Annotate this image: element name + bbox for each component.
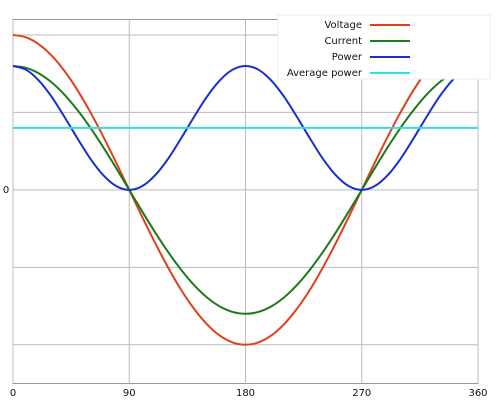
series-line <box>12 64 479 191</box>
x-tick-label: 90 <box>123 388 136 399</box>
legend-label: Voltage <box>324 20 362 31</box>
x-tick-label: 0 <box>10 388 16 399</box>
y-tick-label: 0 <box>3 185 9 196</box>
legend-label: Average power <box>287 68 363 79</box>
series-line <box>12 34 479 346</box>
x-tick-label: 360 <box>468 388 487 399</box>
legend-label: Power <box>332 52 363 63</box>
legend-label: Current <box>324 36 362 47</box>
x-tick-label: 180 <box>236 388 255 399</box>
x-tick-label: 270 <box>352 388 371 399</box>
